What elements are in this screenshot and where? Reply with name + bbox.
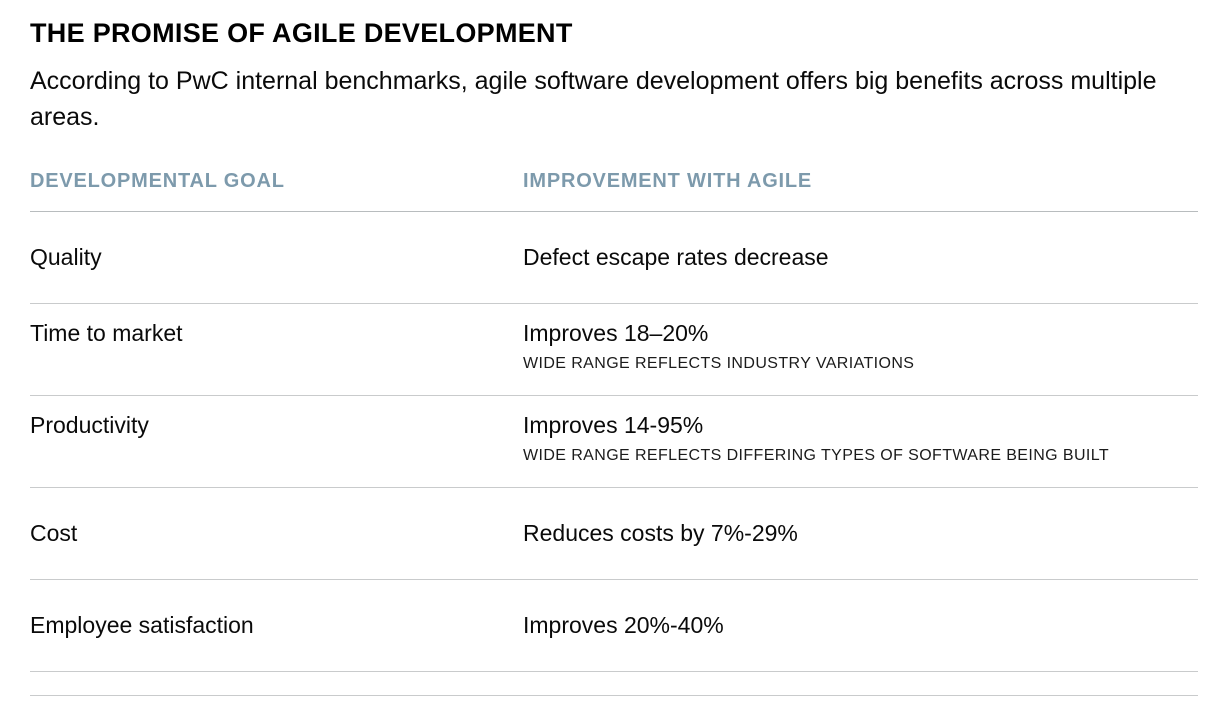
table-bottom-rule [30,672,1198,696]
improvement-text: Improves 18–20% [523,319,709,346]
goal-cell: Cost [30,519,78,546]
improvement-cell: Reduces costs by 7%-29% [523,520,1198,547]
goal-cell: Time to market [30,319,183,346]
improvement-cell: Defect escape rates decrease [523,244,1198,271]
column-header-goal: DEVELOPMENTAL GOAL [30,169,285,192]
table-header-row: DEVELOPMENTAL GOAL IMPROVEMENT WITH AGIL… [30,170,1198,212]
table-row: Quality Defect escape rates decrease [30,212,1198,304]
table-row: Time to market Improves 18–20% WIDE RANG… [30,304,1198,396]
goal-cell: Quality [30,243,102,270]
goal-cell: Productivity [30,411,149,438]
improvement-text: Improves 14-95% [523,411,704,438]
improvement-note: WIDE RANGE REFLECTS DIFFERING TYPES OF S… [523,446,1110,464]
page-subtitle: According to PwC internal benchmarks, ag… [30,67,1157,132]
table-row: Productivity Improves 14-95% WIDE RANGE … [30,396,1198,488]
page-title: THE PROMISE OF AGILE DEVELOPMENT [30,18,573,48]
table-row: Cost Reduces costs by 7%-29% [30,488,1198,580]
improvement-text: Improves 20%-40% [523,611,724,638]
benefits-table: DEVELOPMENTAL GOAL IMPROVEMENT WITH AGIL… [30,170,1198,696]
improvement-cell: Improves 14-95% WIDE RANGE REFLECTS DIFF… [523,412,1198,465]
goal-cell: Employee satisfaction [30,611,254,638]
improvement-note: WIDE RANGE REFLECTS INDUSTRY VARIATIONS [523,354,915,372]
column-header-improvement: IMPROVEMENT WITH AGILE [523,169,813,192]
improvement-text: Defect escape rates decrease [523,243,829,270]
table-row: Employee satisfaction Improves 20%-40% [30,580,1198,672]
improvement-text: Reduces costs by 7%-29% [523,519,798,546]
improvement-cell: Improves 18–20% WIDE RANGE REFLECTS INDU… [523,320,1198,373]
improvement-cell: Improves 20%-40% [523,612,1198,639]
